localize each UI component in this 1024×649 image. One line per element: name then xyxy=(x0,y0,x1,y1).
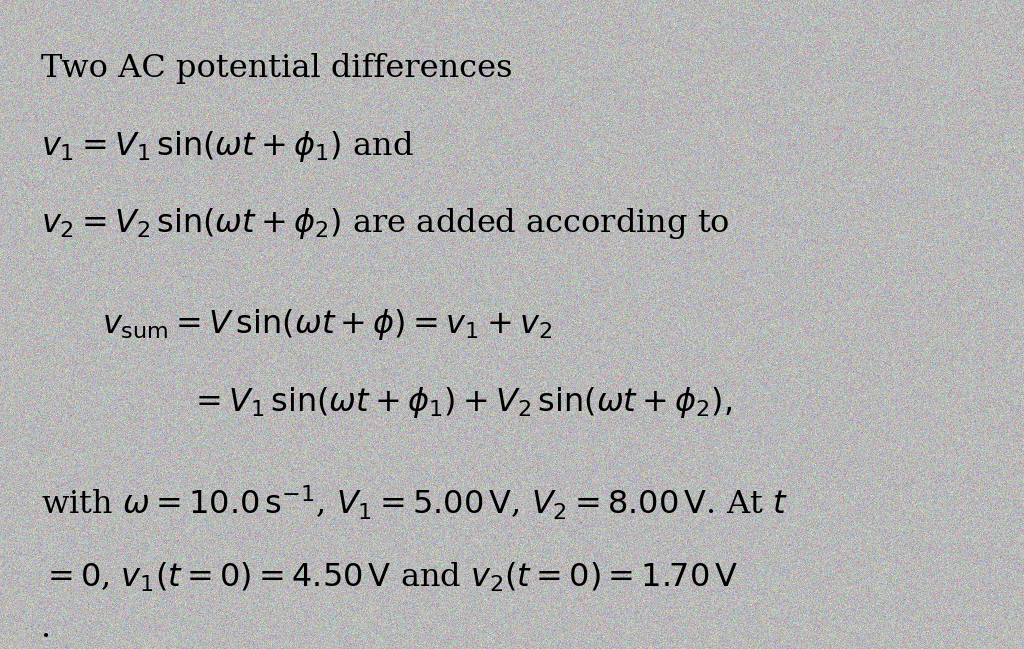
Text: with $\omega = 10.0\,\mathrm{s}^{-1}$, $V_1 = 5.00\,\mathrm{V}$, $V_2 = 8.00\,\m: with $\omega = 10.0\,\mathrm{s}^{-1}$, $… xyxy=(41,484,787,522)
Text: $= 0$, $v_1(t=0) = 4.50\,\mathrm{V}$ and $v_2(t=0) = 1.70\,\mathrm{V}$: $= 0$, $v_1(t=0) = 4.50\,\mathrm{V}$ and… xyxy=(41,561,738,594)
Text: $= V_1\,\mathrm{sin}(\omega t + \phi_1) + V_2\,\mathrm{sin}(\omega t + \phi_2),$: $= V_1\,\mathrm{sin}(\omega t + \phi_1) … xyxy=(189,385,733,420)
Text: $v_1 = V_1\,\mathrm{sin}(\omega t + \phi_1)$ and: $v_1 = V_1\,\mathrm{sin}(\omega t + \phi… xyxy=(41,129,414,164)
Text: Two AC potential differences: Two AC potential differences xyxy=(41,53,512,84)
Text: $v_\mathrm{sum} = V\,\mathrm{sin}(\omega t + \phi) = v_1 + v_2$: $v_\mathrm{sum} = V\,\mathrm{sin}(\omega… xyxy=(102,307,552,342)
Text: .: . xyxy=(41,613,51,644)
Text: $v_2 = V_2\,\mathrm{sin}(\omega t + \phi_2)$ are added according to: $v_2 = V_2\,\mathrm{sin}(\omega t + \phi… xyxy=(41,206,730,241)
